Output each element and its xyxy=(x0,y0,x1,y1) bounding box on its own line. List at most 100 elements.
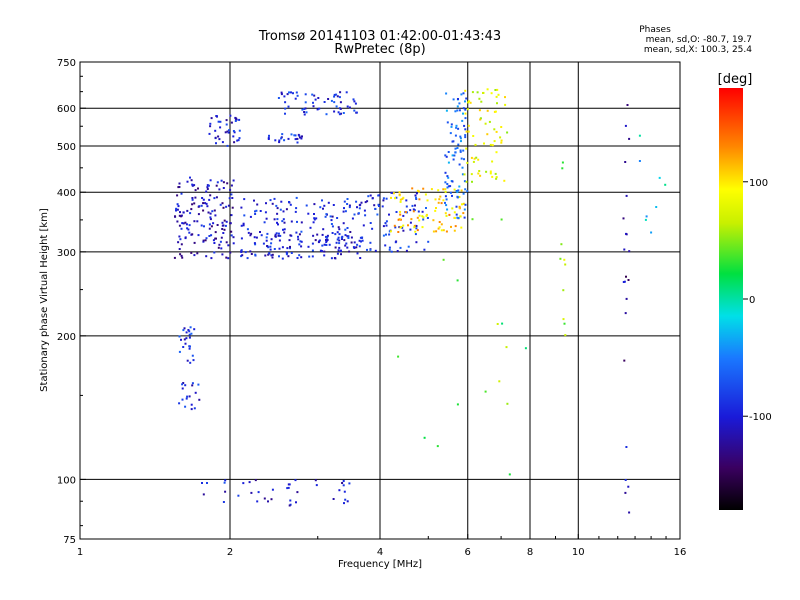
data-point xyxy=(343,502,345,505)
data-point xyxy=(451,180,454,183)
data-point xyxy=(454,147,457,150)
data-point xyxy=(285,253,288,256)
data-point xyxy=(269,199,272,202)
data-point xyxy=(188,347,191,350)
data-point xyxy=(179,253,182,256)
data-point xyxy=(500,218,503,221)
data-point xyxy=(353,109,356,112)
data-point xyxy=(627,485,630,488)
data-point xyxy=(395,211,398,213)
data-point xyxy=(222,181,225,184)
data-point xyxy=(219,120,222,123)
data-point xyxy=(350,241,353,244)
data-point xyxy=(394,226,397,229)
data-point xyxy=(422,187,425,190)
data-point xyxy=(242,482,245,485)
data-point xyxy=(280,200,283,203)
data-point xyxy=(472,135,475,137)
data-point xyxy=(206,184,209,187)
data-point xyxy=(650,231,653,234)
data-point xyxy=(462,192,465,195)
data-point xyxy=(358,245,361,248)
data-point xyxy=(316,233,319,236)
data-point xyxy=(336,252,339,255)
data-point xyxy=(278,255,280,258)
data-point xyxy=(267,500,269,503)
data-point xyxy=(405,249,408,252)
data-point xyxy=(230,121,233,124)
data-point xyxy=(338,246,341,249)
data-point xyxy=(304,107,307,110)
data-point xyxy=(456,105,459,108)
data-point xyxy=(347,235,350,238)
data-point xyxy=(506,402,509,405)
data-point xyxy=(275,204,278,207)
data-point xyxy=(277,97,280,99)
data-point xyxy=(399,218,402,221)
data-point xyxy=(176,220,179,223)
data-point xyxy=(478,97,481,100)
data-point xyxy=(270,242,273,245)
data-point xyxy=(369,248,372,251)
data-point xyxy=(452,98,455,101)
data-point xyxy=(388,213,390,216)
data-point xyxy=(359,257,362,259)
data-point xyxy=(274,139,277,142)
data-point xyxy=(189,212,192,215)
data-point xyxy=(464,188,467,191)
data-point xyxy=(234,120,237,122)
data-point xyxy=(493,128,496,131)
data-point xyxy=(200,224,203,227)
data-point xyxy=(254,253,257,256)
data-point xyxy=(343,207,345,210)
data-point xyxy=(624,479,627,481)
data-point xyxy=(180,227,183,230)
data-point xyxy=(298,243,301,246)
data-point xyxy=(426,217,429,219)
data-point xyxy=(213,251,216,254)
data-point xyxy=(434,198,437,201)
data-point xyxy=(176,194,179,197)
data-point xyxy=(450,125,453,128)
data-point xyxy=(385,224,388,227)
data-point xyxy=(358,207,361,210)
data-point xyxy=(464,112,467,115)
data-point xyxy=(644,218,647,221)
data-point xyxy=(465,97,468,100)
data-point xyxy=(201,197,204,199)
data-point xyxy=(308,255,311,258)
data-point xyxy=(490,92,493,95)
data-point xyxy=(205,202,208,205)
data-point xyxy=(322,207,324,210)
data-point xyxy=(624,491,627,494)
data-point xyxy=(218,243,221,246)
data-point xyxy=(334,233,337,236)
data-point xyxy=(437,201,440,204)
data-point xyxy=(333,95,336,98)
chart-subtitle: RwPretec (8p) xyxy=(334,42,425,57)
data-point xyxy=(295,207,298,210)
data-point xyxy=(283,221,286,224)
grid-lines xyxy=(80,62,680,539)
data-point xyxy=(280,137,283,140)
data-point xyxy=(489,172,492,175)
data-point xyxy=(454,110,457,113)
data-point xyxy=(305,204,308,207)
data-point xyxy=(454,134,457,137)
data-point xyxy=(495,95,498,98)
data-point xyxy=(463,216,466,219)
data-point xyxy=(447,185,450,188)
data-point xyxy=(326,234,329,237)
data-point xyxy=(221,221,224,224)
data-point xyxy=(193,202,196,205)
data-point xyxy=(289,499,292,502)
data-point xyxy=(355,111,358,114)
data-point xyxy=(289,203,292,206)
data-point xyxy=(462,92,465,95)
data-point xyxy=(229,114,232,117)
data-point xyxy=(191,203,194,206)
data-point xyxy=(438,221,441,223)
data-point xyxy=(445,230,448,233)
data-point xyxy=(339,101,342,104)
data-point xyxy=(247,231,250,234)
